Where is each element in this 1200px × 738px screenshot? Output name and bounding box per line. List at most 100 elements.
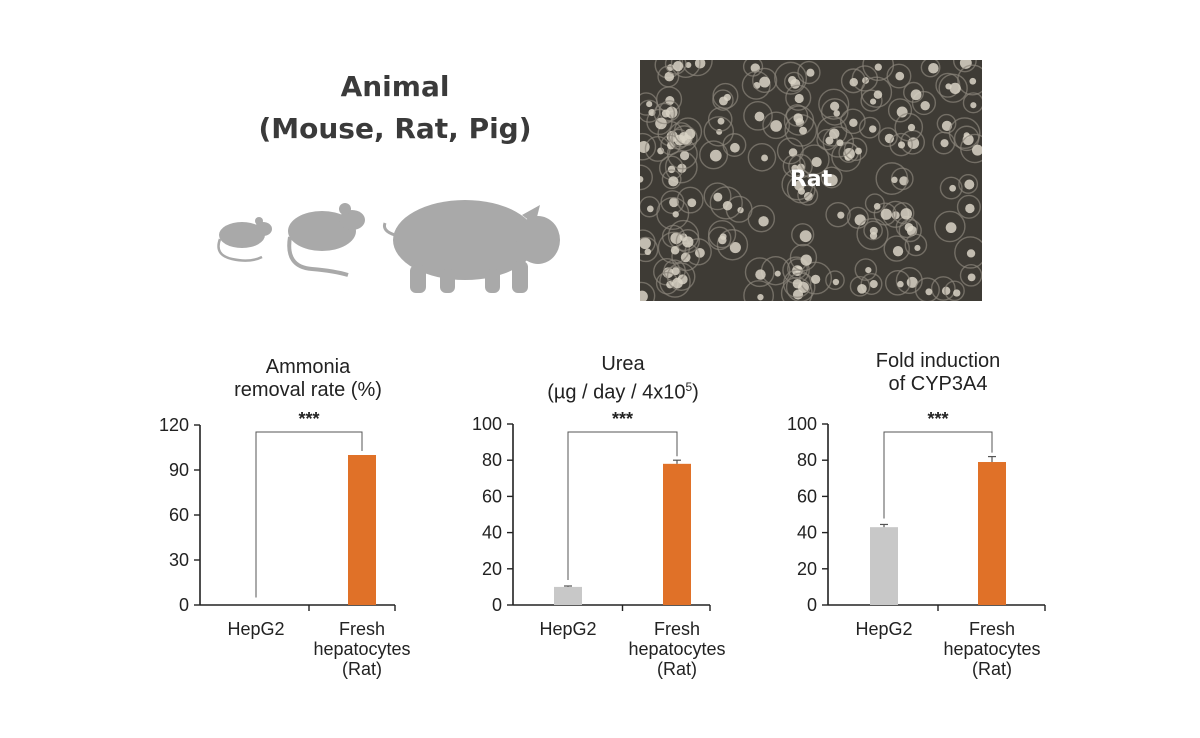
y-tick-label: 60 [482, 486, 502, 506]
cell-outline [864, 193, 885, 214]
cell-nucleus [709, 149, 722, 162]
cell-nucleus [833, 110, 840, 117]
cell-nucleus [873, 90, 883, 99]
cell-nucleus [759, 76, 771, 88]
cell-outline [659, 266, 691, 298]
cell-nucleus [855, 147, 862, 155]
bar [663, 463, 691, 605]
cell-nucleus [646, 205, 654, 213]
x-category-label: hepatocytes [628, 639, 725, 659]
significance-bracket [567, 431, 678, 580]
cell-nucleus [761, 154, 768, 162]
cell-outline [640, 196, 661, 218]
cell-outline [716, 229, 749, 261]
cell-outline [932, 131, 956, 155]
cell-outline [786, 174, 816, 204]
cell-nucleus [836, 139, 844, 147]
cell-nucleus [897, 141, 906, 149]
cell-outline [703, 116, 734, 147]
cell-outline [774, 61, 808, 95]
cell-nucleus [970, 102, 977, 109]
cell-outline [939, 176, 963, 200]
cell-outline [886, 63, 912, 89]
cell-outline [797, 184, 819, 206]
cell-nucleus [904, 222, 914, 232]
cell-outline [898, 218, 922, 243]
cell-nucleus [719, 233, 727, 240]
cell-nucleus [754, 111, 765, 122]
cell-nucleus [907, 123, 916, 132]
cell-outline [785, 104, 809, 127]
cell-nucleus [661, 109, 670, 118]
x-category-label: hepatocytes [313, 639, 410, 659]
cell-nucleus [757, 294, 764, 301]
animal-title: Animal (Mouse, Rat, Pig) [230, 66, 560, 150]
cell-outline [856, 217, 889, 251]
cell-nucleus [941, 286, 951, 296]
cell-nucleus [729, 241, 741, 254]
x-category-label: HepG2 [855, 619, 912, 639]
cell-nucleus [832, 278, 840, 286]
cell-nucleus [788, 148, 798, 157]
cell-nucleus [825, 136, 834, 145]
cell-outline [840, 108, 866, 135]
cell-nucleus [722, 200, 733, 211]
cell-outline [743, 101, 773, 131]
cell-outline [818, 88, 850, 120]
cell-outline [744, 257, 775, 288]
cell-nucleus [874, 63, 882, 71]
cell-outline [762, 111, 790, 140]
chart-2-title-line2: (µg / day / 4x105) [473, 376, 773, 405]
cell-outline [782, 269, 812, 299]
cell-outline [640, 236, 659, 263]
cell-outline [657, 231, 691, 264]
y-tick-label: 60 [797, 486, 817, 506]
cell-nucleus [774, 270, 781, 277]
cell-nucleus [644, 248, 652, 256]
cell-outline [849, 276, 871, 297]
cell-outline [962, 92, 982, 114]
bar [978, 462, 1006, 605]
significance-label: *** [298, 409, 319, 429]
cell-outline [640, 132, 657, 161]
chart-3-title: Fold induction of CYP3A4 [788, 350, 1088, 396]
cell-outline [743, 280, 775, 301]
cell-nucleus [965, 203, 975, 214]
cell-nucleus [723, 93, 731, 101]
cell-outline [862, 60, 895, 82]
cell-nucleus [892, 246, 904, 257]
cell-nucleus [849, 78, 858, 87]
cell-outline [781, 168, 814, 201]
cell-outline [661, 169, 682, 190]
significance-bracket [883, 431, 993, 519]
cell-outline [887, 98, 913, 123]
cell-outline [920, 60, 941, 78]
y-tick-label: 90 [169, 460, 189, 480]
cell-outline [863, 220, 883, 241]
y-tick-label: 40 [797, 523, 817, 543]
cell-nucleus [671, 267, 680, 276]
cell-nucleus [672, 61, 684, 72]
cell-outline [785, 84, 812, 111]
cell-nucleus [920, 100, 930, 111]
cell-outline [791, 223, 815, 247]
cell-outline [707, 226, 732, 251]
cell-nucleus [869, 231, 878, 240]
cell-nucleus [837, 211, 845, 219]
cell-outline [914, 277, 940, 301]
cell-nucleus [967, 273, 976, 282]
cell-nucleus [640, 237, 651, 250]
cell-nucleus [966, 249, 976, 258]
cell-outline [894, 112, 924, 142]
cell-nucleus [799, 230, 812, 243]
cell-outline [825, 270, 845, 291]
chart-3-title-line2: of CYP3A4 [888, 373, 988, 395]
cell-outline [787, 258, 808, 280]
cell-nucleus [684, 128, 696, 140]
cell-nucleus [680, 151, 690, 161]
cell-nucleus [830, 101, 840, 111]
cell-outline [952, 60, 977, 73]
animal-title-line2: (Mouse, Rat, Pig) [258, 112, 532, 145]
cell-outline [895, 266, 923, 294]
